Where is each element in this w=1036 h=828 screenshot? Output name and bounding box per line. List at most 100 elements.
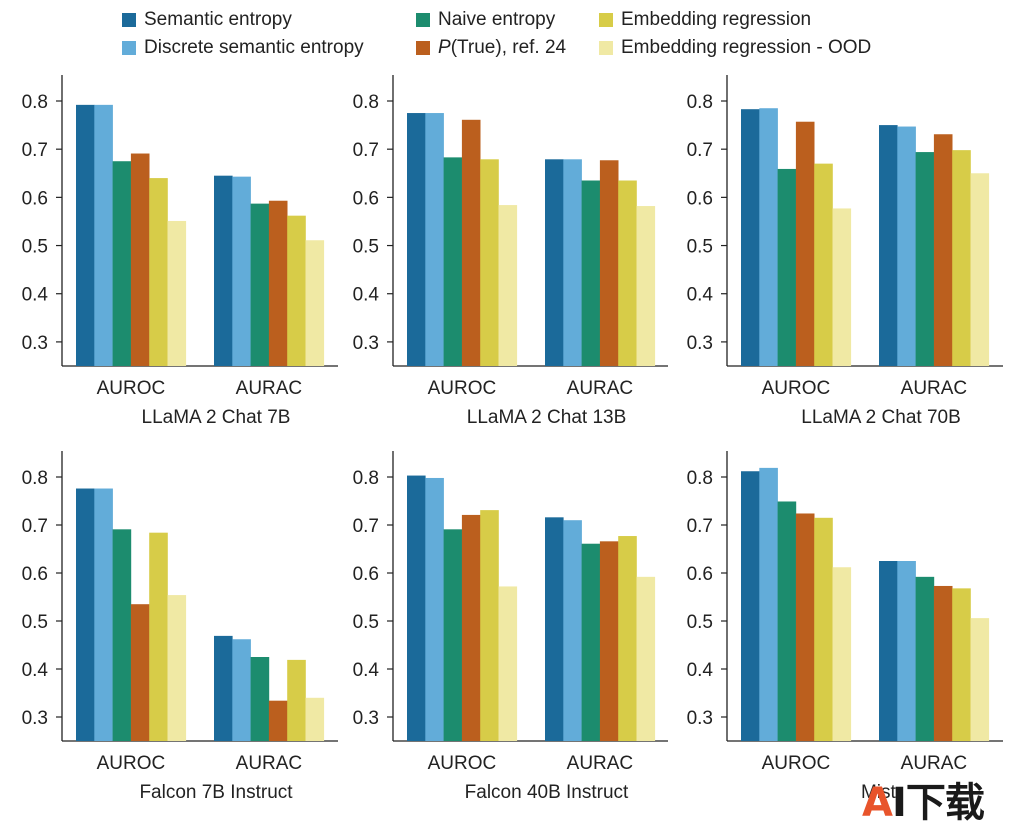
bar	[232, 176, 251, 366]
bar	[232, 639, 251, 741]
y-tick-label: 0.7	[22, 140, 48, 161]
bar	[759, 108, 778, 367]
bar	[563, 520, 582, 741]
bar	[618, 180, 637, 366]
legend-label: Embedding regression - OOD	[621, 37, 872, 58]
watermark-logo: AI下载	[862, 770, 985, 828]
y-tick-label: 0.7	[687, 516, 713, 537]
x-tick-label: AURAC	[236, 378, 303, 399]
chart-title: LLaMA 2 Chat 70B	[801, 407, 961, 428]
y-tick-label: 0.5	[22, 612, 48, 633]
bar	[287, 659, 306, 741]
bar	[599, 541, 619, 741]
bar	[149, 178, 168, 366]
y-tick-label: 0.7	[353, 516, 379, 537]
y-tick-label: 0.3	[687, 708, 713, 729]
y-tick-label: 0.8	[22, 92, 48, 113]
y-tick-label: 0.8	[353, 468, 379, 489]
y-tick-label: 0.3	[353, 708, 379, 729]
legend-swatch	[599, 13, 613, 27]
x-tick-label: AUROC	[762, 753, 831, 774]
bar	[287, 215, 306, 366]
legend-label: Semantic entropy	[144, 9, 292, 30]
bar	[777, 168, 797, 366]
watermark-letter-a: A	[862, 780, 893, 826]
bar	[581, 543, 601, 741]
y-tick-label: 0.5	[687, 237, 713, 258]
bar	[545, 159, 564, 366]
x-tick-label: AUROC	[762, 378, 831, 399]
x-tick-label: AURAC	[567, 753, 634, 774]
bar	[94, 488, 113, 741]
bar	[407, 475, 426, 741]
y-tick-label: 0.3	[22, 708, 48, 729]
x-tick-label: AURAC	[236, 753, 303, 774]
x-tick-label: AUROC	[428, 378, 497, 399]
bar	[952, 150, 971, 366]
legend-item: Embedding regression - OOD	[599, 37, 871, 59]
bar	[461, 119, 481, 366]
chart-title: Falcon 7B Instruct	[139, 782, 293, 803]
y-tick-label: 0.5	[353, 237, 379, 258]
x-tick-label: AURAC	[901, 753, 968, 774]
bar	[149, 532, 168, 741]
bar	[76, 104, 95, 366]
bar	[879, 561, 898, 741]
bar	[167, 595, 187, 741]
legend-swatch	[122, 13, 136, 27]
y-tick-label: 0.7	[687, 140, 713, 161]
bar	[581, 180, 601, 366]
legend-label: Discrete semantic entropy	[144, 37, 364, 58]
y-tick-label: 0.6	[22, 188, 48, 209]
x-tick-label: AURAC	[901, 378, 968, 399]
y-tick-label: 0.8	[687, 92, 713, 113]
bar	[599, 160, 619, 366]
y-tick-label: 0.5	[687, 612, 713, 633]
y-tick-label: 0.8	[687, 468, 713, 489]
bar	[167, 220, 187, 366]
bar	[897, 126, 916, 366]
bar	[814, 517, 833, 741]
chart-panel: 0.3 0.4 0.5 0.6 0.7 0.8 AUROC AURAC Falcon 7B In…	[22, 451, 338, 803]
chart-title: LLaMA 2 Chat 13B	[467, 407, 627, 428]
chart-panel: 0.3 0.4 0.5 0.6 0.7 0.8 AUROC AURAC LLaMA 2 Chat…	[687, 75, 1003, 428]
bar	[814, 163, 833, 366]
legend-item: Semantic entropy	[122, 9, 292, 31]
bar	[741, 109, 760, 366]
legend-item: Embedding regression	[599, 9, 811, 31]
bar	[250, 203, 270, 366]
bar	[498, 586, 518, 741]
legend-label: Naive entropy	[438, 9, 556, 30]
bar	[250, 657, 270, 741]
bar	[952, 588, 971, 741]
y-tick-label: 0.6	[353, 188, 379, 209]
bar	[112, 161, 132, 366]
y-tick-label: 0.5	[353, 612, 379, 633]
bar	[305, 697, 325, 741]
bar	[443, 529, 463, 741]
bar	[897, 561, 916, 741]
bar	[425, 113, 444, 366]
y-tick-label: 0.3	[22, 333, 48, 354]
y-tick-label: 0.3	[353, 333, 379, 354]
chart-title: Falcon 40B Instruct	[465, 782, 629, 803]
x-tick-label: AURAC	[567, 378, 634, 399]
y-tick-label: 0.7	[353, 140, 379, 161]
legend-swatch	[122, 41, 136, 55]
bar	[498, 205, 518, 366]
chart-title: Mistı	[861, 782, 901, 803]
bar	[933, 134, 953, 366]
bar	[970, 173, 990, 366]
legend-swatch	[416, 41, 430, 55]
legend-item: Discrete semantic entropy	[122, 37, 364, 59]
y-tick-label: 0.4	[687, 660, 714, 681]
legend-swatch	[599, 41, 613, 55]
bar	[759, 467, 778, 741]
y-tick-label: 0.6	[687, 564, 713, 585]
bar	[112, 529, 132, 741]
y-tick-label: 0.4	[22, 660, 49, 681]
y-tick-label: 0.3	[687, 333, 713, 354]
chart-title: LLaMA 2 Chat 7B	[142, 407, 291, 428]
